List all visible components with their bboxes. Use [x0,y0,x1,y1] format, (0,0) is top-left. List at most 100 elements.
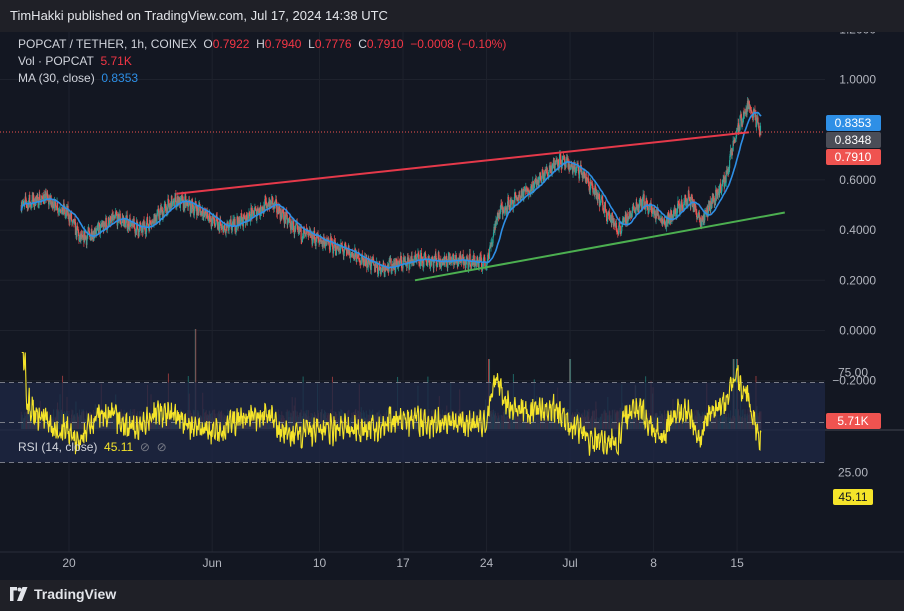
candle-body [423,256,425,267]
candle-body [292,224,294,230]
candle-body [691,194,693,198]
support-trendline[interactable] [414,211,785,282]
candle-body [685,199,687,207]
candle-body [38,194,40,205]
candle-body [746,107,748,115]
candle-body [618,225,620,234]
candle-body [677,200,680,204]
candle-body [755,115,757,127]
candle-body [483,254,486,262]
candle-body [710,206,712,211]
candle-body [491,242,494,244]
candle-body [234,219,236,231]
candle-body [37,198,39,208]
candle-body [37,197,39,199]
candle-body [729,153,731,161]
candle-body [156,212,159,215]
candle-body [418,263,421,265]
candle-body [81,234,84,237]
candle-body [447,261,449,268]
candle-body [733,139,735,144]
candle-body [52,204,54,208]
chart-area[interactable]: 1.2000 1.0000 0.6000 0.4000 0.2000 0.0000 −0.2… [0,22,904,580]
eye-off-icon[interactable]: ⊘ [156,440,167,454]
candle-body [76,225,79,227]
tradingview-logo[interactable]: TradingView [10,586,116,602]
candle-body [371,259,373,260]
candle-body [645,198,647,209]
candle-body [36,195,38,198]
candle-body [95,230,97,234]
candle-body [41,196,43,198]
candle-body [71,221,74,223]
candle-body [500,203,503,208]
candle-body [348,245,350,255]
eye-off-icon[interactable]: ⊘ [139,440,150,454]
symbol-name[interactable]: POPCAT / TETHER, 1h, COINEX [18,37,197,51]
candle-body [157,208,160,211]
candle-body [687,199,689,205]
ma-price-badge-text: 0.8353 [835,116,872,130]
candle-body [558,159,560,168]
candle-body [376,262,378,269]
candle-body [510,199,512,205]
candle-body [67,205,69,216]
candle-body [358,251,360,260]
candle-body [642,194,644,199]
candle-body [377,273,379,275]
candle-body [344,243,346,245]
candle-body [603,205,605,214]
footer: TradingView [0,580,904,611]
candle-body [145,231,147,234]
ma-label[interactable]: MA (30, close) [18,71,95,85]
candle-body [470,266,472,267]
candle-body [308,233,310,236]
volume-label[interactable]: Vol · POPCAT [18,54,94,68]
chart-canvas[interactable]: 1.2000 1.0000 0.6000 0.4000 0.2000 0.0000 −0.2… [0,22,904,580]
candle-body [742,119,744,124]
candle-body [171,195,173,206]
candle-body [717,194,719,196]
candle-body [633,205,635,207]
candle-body [459,255,461,263]
candle-body [583,172,586,174]
candle-body [722,180,724,185]
candle-body [728,168,730,172]
candle-body [405,262,408,267]
candle-body [663,219,666,225]
price-tick-label: 0.2000 [839,273,876,287]
candle-body [105,217,107,226]
candle-body [656,213,658,215]
candle-body [124,220,126,223]
candle-body [476,260,478,266]
candle-body [540,175,542,181]
candle-body [288,219,290,222]
candle-body [206,210,208,214]
candle-body [624,219,626,221]
candle-body [61,207,64,215]
resistance-trendline[interactable] [176,131,750,195]
candle-body [511,200,513,204]
candle-body [510,203,513,205]
candle-body [755,122,758,127]
rsi-label[interactable]: RSI (14, close) [18,440,98,454]
candle-body [260,209,262,212]
candle-body [611,212,613,220]
candle-body [77,226,79,231]
candle-body [605,210,607,218]
candle-body [442,258,444,262]
candle-body [704,210,706,213]
candle-body [560,153,562,164]
candle-body [24,200,26,205]
candle-body [219,222,221,231]
candle-body [182,195,184,200]
candle-body [559,154,561,166]
ma-line [20,111,762,269]
candle-body [446,258,448,267]
candle-body [295,224,297,229]
candle-body [715,189,717,203]
candle-body [33,195,35,206]
candle-body [408,264,411,270]
candle-body [123,220,125,227]
candle-body [41,196,43,201]
